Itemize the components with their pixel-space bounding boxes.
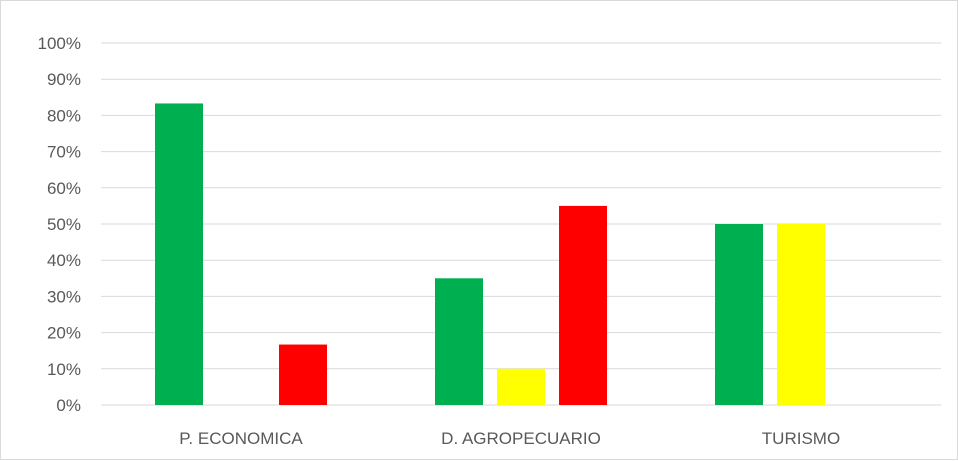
y-tick-label: 20%	[47, 324, 81, 343]
x-category-label: P. ECONOMICA	[179, 429, 303, 448]
x-axis-category-labels: P. ECONOMICA D. AGROPECUARIO TURISMO	[179, 429, 840, 448]
y-tick-label: 60%	[47, 179, 81, 198]
bar-d-agropecuario-series-1	[435, 278, 483, 405]
bar-d-agropecuario-series-3	[559, 205, 607, 405]
y-tick-label: 90%	[47, 70, 81, 89]
x-category-label: D. AGROPECUARIO	[441, 429, 601, 448]
y-tick-label: 10%	[47, 360, 81, 379]
bar-d-agropecuario-series-2	[497, 368, 545, 405]
y-axis-tick-labels: 0% 10% 20% 30% 40% 50% 60% 70% 80% 90% 100%	[38, 34, 81, 415]
gridlines	[101, 42, 941, 406]
y-tick-label: 40%	[47, 251, 81, 270]
y-tick-label: 0%	[56, 396, 81, 415]
y-tick-label: 100%	[38, 34, 81, 53]
bars	[155, 103, 825, 405]
bar-turismo-series-2	[777, 224, 825, 405]
y-tick-label: 70%	[47, 143, 81, 162]
y-tick-label: 80%	[47, 106, 81, 125]
y-tick-label: 30%	[47, 287, 81, 306]
bar-p-economica-series-3	[279, 344, 327, 405]
bar-p-economica-series-1	[155, 103, 203, 405]
y-tick-label: 50%	[47, 215, 81, 234]
x-category-label: TURISMO	[762, 429, 840, 448]
bar-turismo-series-1	[715, 224, 763, 405]
